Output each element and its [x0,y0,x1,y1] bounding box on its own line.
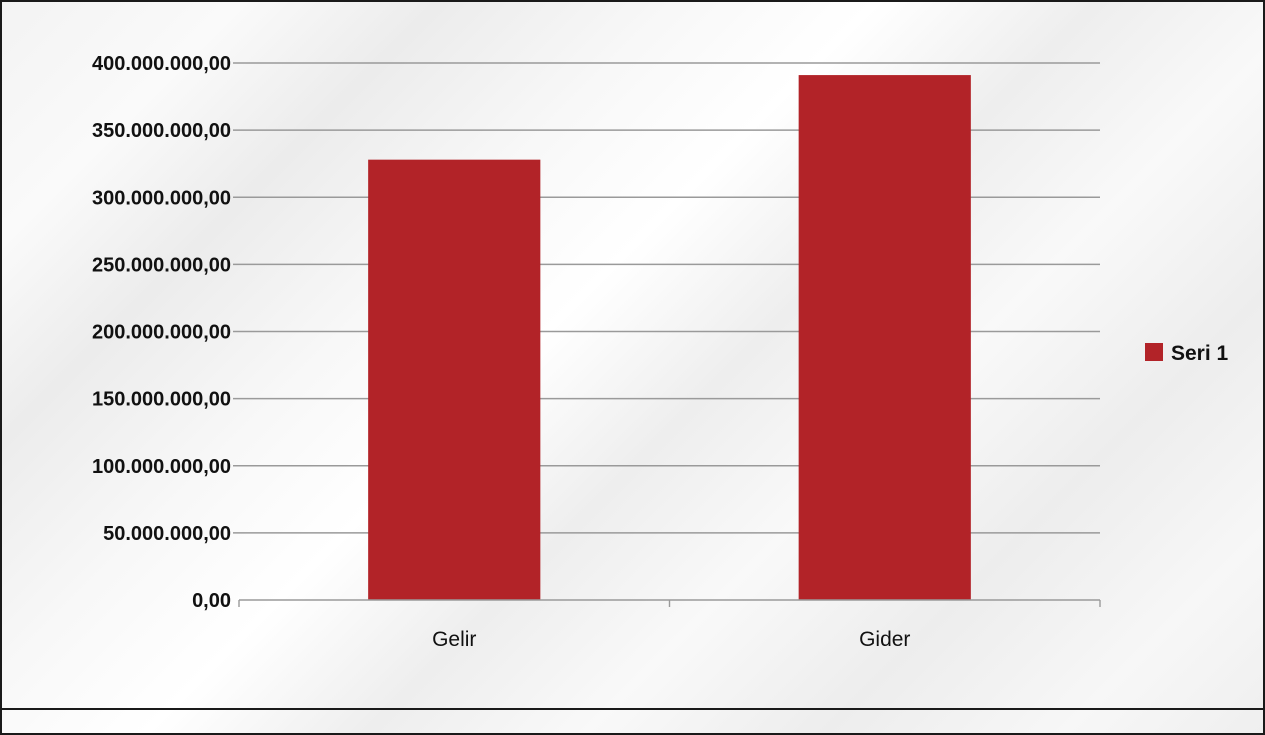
y-axis-ticks: 0,00 50.000.000,00 100.000.000,00 150.000.0… [92,53,231,612]
y-tick-label: 400.000.000,00 [92,53,231,75]
x-axis-labels: Gelir Gider [432,628,910,651]
legend-swatch-seri-1 [1145,343,1163,361]
y-tick-label: 200.000.000,00 [92,322,231,344]
x-category-label: Gider [859,628,910,651]
legend-label-seri-1: Seri 1 [1171,342,1229,365]
bar-gider [798,75,971,600]
bars [368,75,971,600]
y-tick-label: 350.000.000,00 [92,120,231,142]
y-tick-label: 50.000.000,00 [103,523,231,545]
y-tick-label: 250.000.000,00 [92,254,231,276]
bar-gelir [368,159,541,600]
y-tick-label: 0,00 [192,590,231,612]
y-tick-label: 150.000.000,00 [92,389,231,411]
y-tick-label: 100.000.000,00 [92,456,231,478]
x-axis [238,599,1101,607]
bottom-divider [2,708,1263,710]
x-category-label: Gelir [432,628,476,651]
y-tick-label: 300.000.000,00 [92,187,231,209]
legend: Seri 1 [1145,342,1229,365]
